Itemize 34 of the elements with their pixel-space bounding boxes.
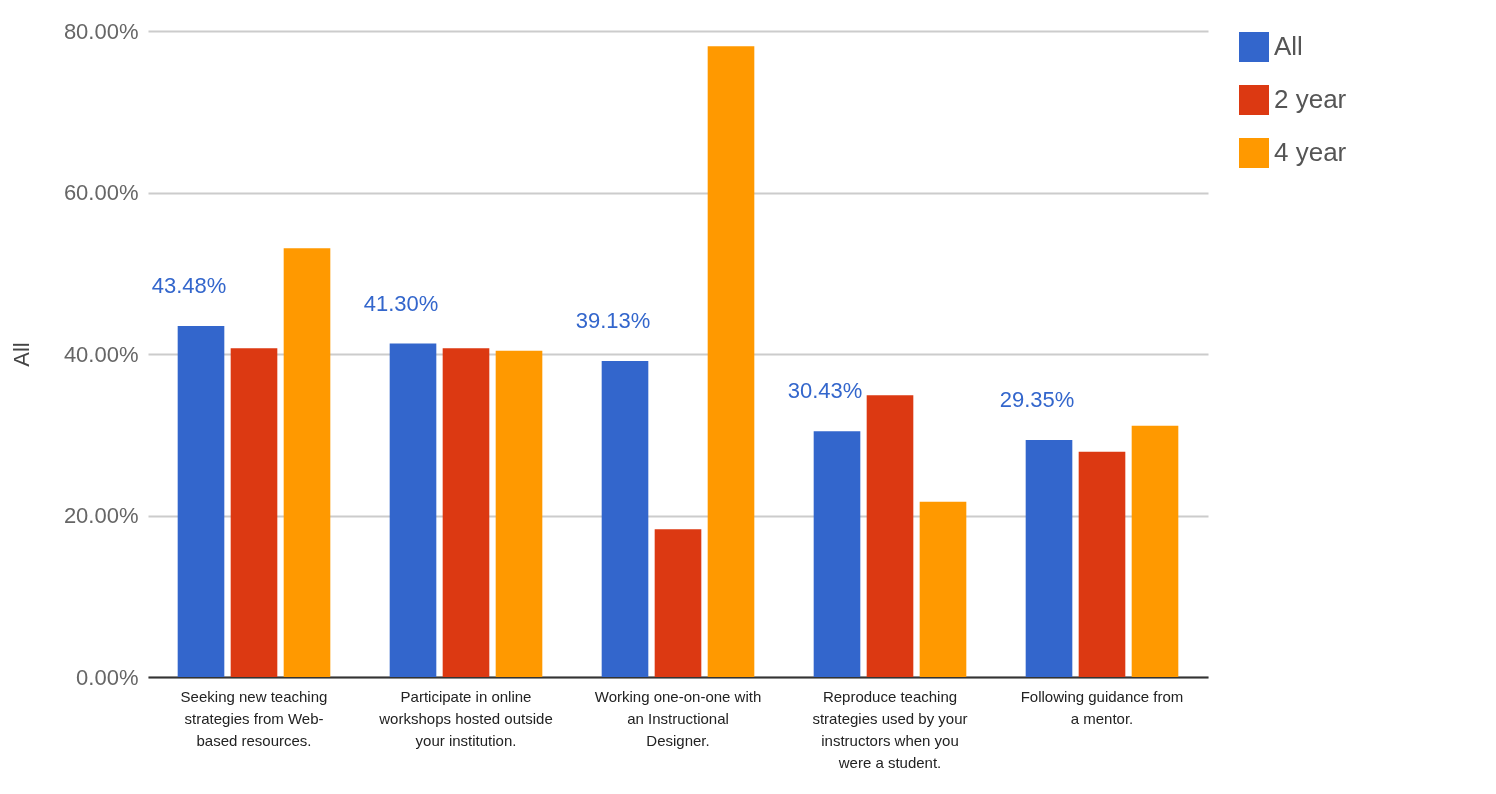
legend-label: 2 year — [1274, 84, 1347, 114]
data-label: 41.30% — [363, 290, 439, 316]
y-tick-label: 80.00% — [63, 18, 139, 44]
x-tick-label: Participate in online workshops hosted outside your institution. — [378, 687, 553, 749]
legend-label: All — [1274, 31, 1303, 61]
data-label: 30.43% — [787, 378, 863, 404]
bar — [866, 395, 914, 677]
y-tick-label: 60.00% — [63, 180, 139, 205]
x-tick-label: Reproduce teaching strategies used by your instructors when you were a student. — [812, 687, 968, 771]
bar — [1025, 440, 1073, 677]
y-axis-title: All — [8, 342, 34, 367]
bar — [654, 529, 702, 677]
bar — [1078, 451, 1126, 677]
bar — [601, 361, 649, 677]
legend-label: 4 year — [1274, 137, 1347, 167]
bar — [495, 350, 543, 677]
x-tick-label: Seeking new teaching strategies from Web-based resources. — [180, 687, 328, 749]
bar — [707, 46, 755, 677]
bar — [389, 343, 437, 677]
data-label: 43.48% — [151, 272, 227, 298]
y-tick-label: 0.00% — [76, 664, 139, 690]
bar — [283, 248, 331, 677]
y-tick-label: 40.00% — [63, 341, 139, 367]
data-label: 39.13% — [575, 308, 651, 334]
bar — [919, 501, 967, 677]
data-label: 29.35% — [999, 387, 1075, 412]
bar — [813, 431, 861, 677]
bar — [177, 325, 225, 677]
x-tick-label: Following guidance from a mentor. — [1020, 687, 1184, 727]
y-tick-label: 20.00% — [63, 503, 139, 528]
bar — [442, 348, 490, 677]
bar — [230, 348, 278, 677]
x-tick-label: Working one-on-one with an Instructional Designer. — [594, 687, 762, 749]
bar — [1131, 425, 1179, 677]
